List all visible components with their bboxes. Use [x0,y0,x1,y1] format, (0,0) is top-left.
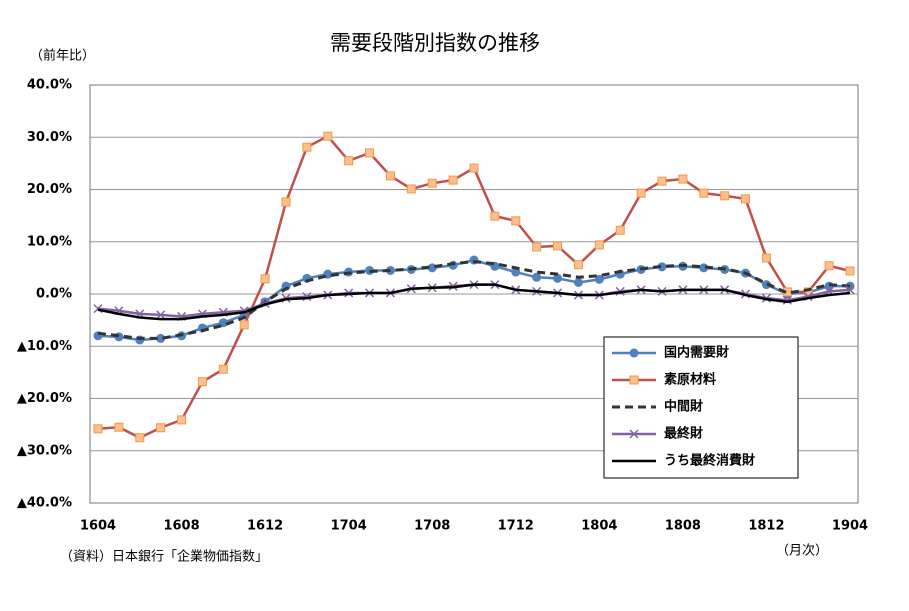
point [532,272,542,282]
point [135,335,145,345]
point [427,178,437,188]
point [761,280,771,290]
x-tick-label: 1804 [581,519,617,534]
y-axis-label: （前年比） [30,48,95,64]
y-tick-label: 40.0% [27,78,72,93]
point [114,422,124,432]
plot-border [89,84,859,504]
point [218,364,228,374]
point [365,148,375,158]
y-tick-label: ▲20.0% [17,391,72,406]
line [97,283,851,321]
legend-label: 最終財 [664,426,703,442]
point [323,131,333,141]
legend-label: うち最終消費財 [664,453,755,469]
legend-marker [629,375,639,385]
point [469,163,479,173]
point [197,377,207,387]
point [845,266,855,276]
y-tick-label: 20.0% [27,182,72,197]
point [490,211,500,221]
y-tick-label: ▲10.0% [17,339,72,354]
legend-box [603,336,799,479]
y-tick-label: 10.0% [27,234,72,249]
x-tick-label: 1608 [163,519,199,534]
x-tick-label: 1808 [665,519,701,534]
x-tick-label: 1712 [498,519,534,534]
point [302,142,312,152]
point [406,184,416,194]
legend-label: 中間財 [664,399,703,415]
point [156,310,166,320]
legend-label: 国内需要財 [664,345,729,361]
point [573,260,583,270]
line [97,283,851,318]
point [553,273,563,283]
y-tick-label: 0.0% [36,287,72,302]
point [344,156,354,166]
point [720,191,730,201]
series [97,283,851,321]
point [260,274,270,284]
point [448,175,458,185]
legend-marker [629,348,639,358]
point [239,320,249,330]
legend-marker [629,429,639,439]
point [657,176,667,186]
line [97,260,851,340]
x-tick-label: 1612 [247,519,283,534]
x-tick-label: 1704 [331,519,367,534]
series [93,255,855,345]
source: （資料）日本銀行「企業物価指数」 [60,549,268,565]
point [573,278,583,288]
series [97,260,851,340]
point [385,171,395,181]
x-tick-label: 1812 [748,519,784,534]
point [532,242,542,252]
legend-label: 素原材料 [664,372,716,388]
series [93,280,855,321]
point [281,197,291,207]
point [615,225,625,235]
point [177,415,187,425]
point [156,333,166,343]
point [678,174,688,184]
point [93,424,103,434]
point [657,262,667,272]
point [824,261,834,271]
point [135,433,145,443]
point [511,216,521,226]
point [741,194,751,204]
point [782,295,792,305]
point [553,241,563,251]
point [636,188,646,198]
x-tick-label: 1904 [832,519,868,534]
point [156,423,166,433]
y-tick-label: ▲30.0% [17,443,72,458]
y-tick-label: 30.0% [27,130,72,145]
x-tick-label: 1604 [80,519,116,534]
chart-title: 需要段階別指数の推移 [330,31,540,55]
series [93,131,855,443]
point [594,274,604,284]
point [699,188,709,198]
point [594,240,604,250]
x-axis-label: （月次） [776,543,828,559]
point [761,253,771,263]
y-tick-label: ▲40.0% [17,496,72,511]
x-tick-label: 1708 [414,519,450,534]
